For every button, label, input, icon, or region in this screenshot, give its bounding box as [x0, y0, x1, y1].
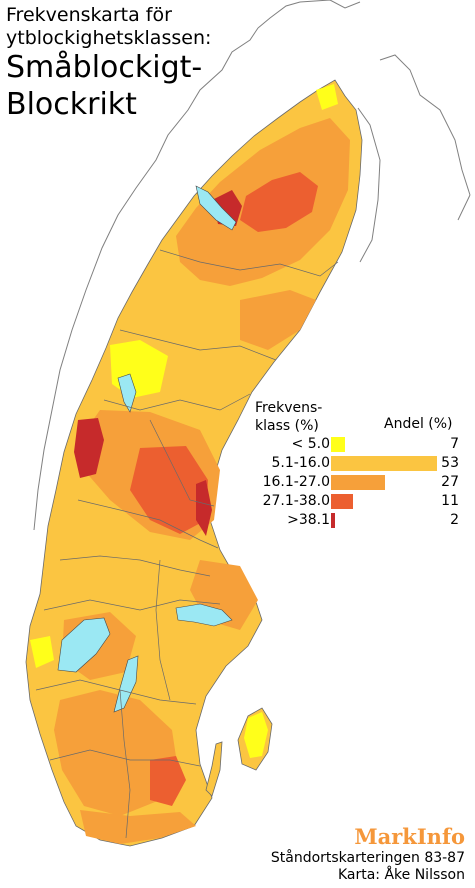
oland-island — [205, 741, 223, 797]
patch-north-yellow — [316, 84, 338, 110]
lake-malaren — [175, 603, 233, 627]
legend: Frekvens- klass (%) Andel (%) < 5.0 7 5.… — [250, 398, 472, 533]
map-title-line-3: Småblockigt- — [6, 50, 203, 85]
legend-class-label: 27.1-38.0 — [262, 493, 330, 509]
legend-share-bar — [331, 494, 353, 509]
legend-row: 5.1-16.0 53 — [250, 455, 472, 473]
border-svealand — [43, 599, 221, 611]
legend-row: < 5.0 7 — [250, 436, 472, 454]
legend-share-bar — [331, 475, 385, 490]
lakes — [57, 185, 237, 713]
frequency-patches — [30, 84, 350, 844]
patch-coast-red — [196, 480, 212, 536]
lake-tornetrask — [195, 185, 237, 231]
legend-class-label: < 5.0 — [291, 436, 330, 452]
legend-share-value: 11 — [441, 493, 459, 509]
patch-smaland-orange — [54, 690, 178, 816]
legend-row: >38.1 2 — [250, 512, 472, 530]
lake-vanern — [57, 617, 111, 673]
author-credit: Karta: Åke Nilsson — [337, 867, 465, 883]
border-vasternorrland — [149, 419, 215, 507]
markinfo-logo: MarkInfo — [354, 824, 465, 849]
lake-vattern — [113, 655, 139, 713]
patch-jamtland-dark — [130, 446, 208, 534]
patch-west-red — [74, 418, 104, 478]
county-borders — [35, 249, 339, 839]
border-norrbotten — [159, 249, 339, 277]
legend-share-bar — [331, 513, 335, 528]
legend-share-value: 53 — [441, 455, 459, 471]
map-title-line-2: ytblockighetsklassen: — [6, 27, 212, 49]
border-vertical1 — [119, 689, 131, 839]
legend-class-label: 5.1-16.0 — [271, 455, 331, 471]
patch-lapland-dark — [240, 172, 318, 232]
border-smaland — [49, 749, 201, 767]
legend-class-label: 16.1-27.0 — [262, 474, 330, 490]
patch-gotland-yellow — [244, 712, 268, 758]
legend-share-heading: Andel (%) — [384, 416, 453, 432]
legend-share-value: 27 — [441, 474, 459, 490]
patch-skane-orange — [80, 810, 196, 844]
border-gavleborg — [77, 499, 219, 549]
legend-class-heading-2: klass (%) — [255, 418, 319, 434]
survey-credit: Ståndortskarteringen 83-87 — [270, 850, 465, 866]
legend-share-bar — [331, 456, 437, 471]
map-title-line-1: Frekvenskarta för — [6, 4, 172, 26]
legend-share-value: 2 — [450, 512, 459, 528]
legend-row: 27.1-38.0 11 — [250, 493, 472, 511]
border-vasterbotten — [119, 329, 277, 361]
legend-row: 16.1-27.0 27 — [250, 474, 472, 492]
border-dalarna — [59, 555, 211, 577]
patch-smaland-dark — [150, 756, 186, 806]
norway-coast-outline — [33, 0, 471, 531]
patch-south-yellow — [30, 636, 54, 668]
patch-norrbotten-orange — [240, 290, 316, 350]
lake-storsjon — [117, 373, 137, 413]
finland-outline — [357, 107, 471, 263]
legend-share-value: 7 — [450, 436, 459, 452]
border-vertical2 — [155, 559, 171, 701]
legend-share-bar — [331, 437, 345, 452]
legend-class-heading-1: Frekvens- — [255, 400, 323, 416]
map-title-line-4: Blockrikt — [6, 87, 137, 122]
border-jamtland — [103, 393, 251, 411]
legend-class-label: >38.1 — [287, 512, 330, 528]
